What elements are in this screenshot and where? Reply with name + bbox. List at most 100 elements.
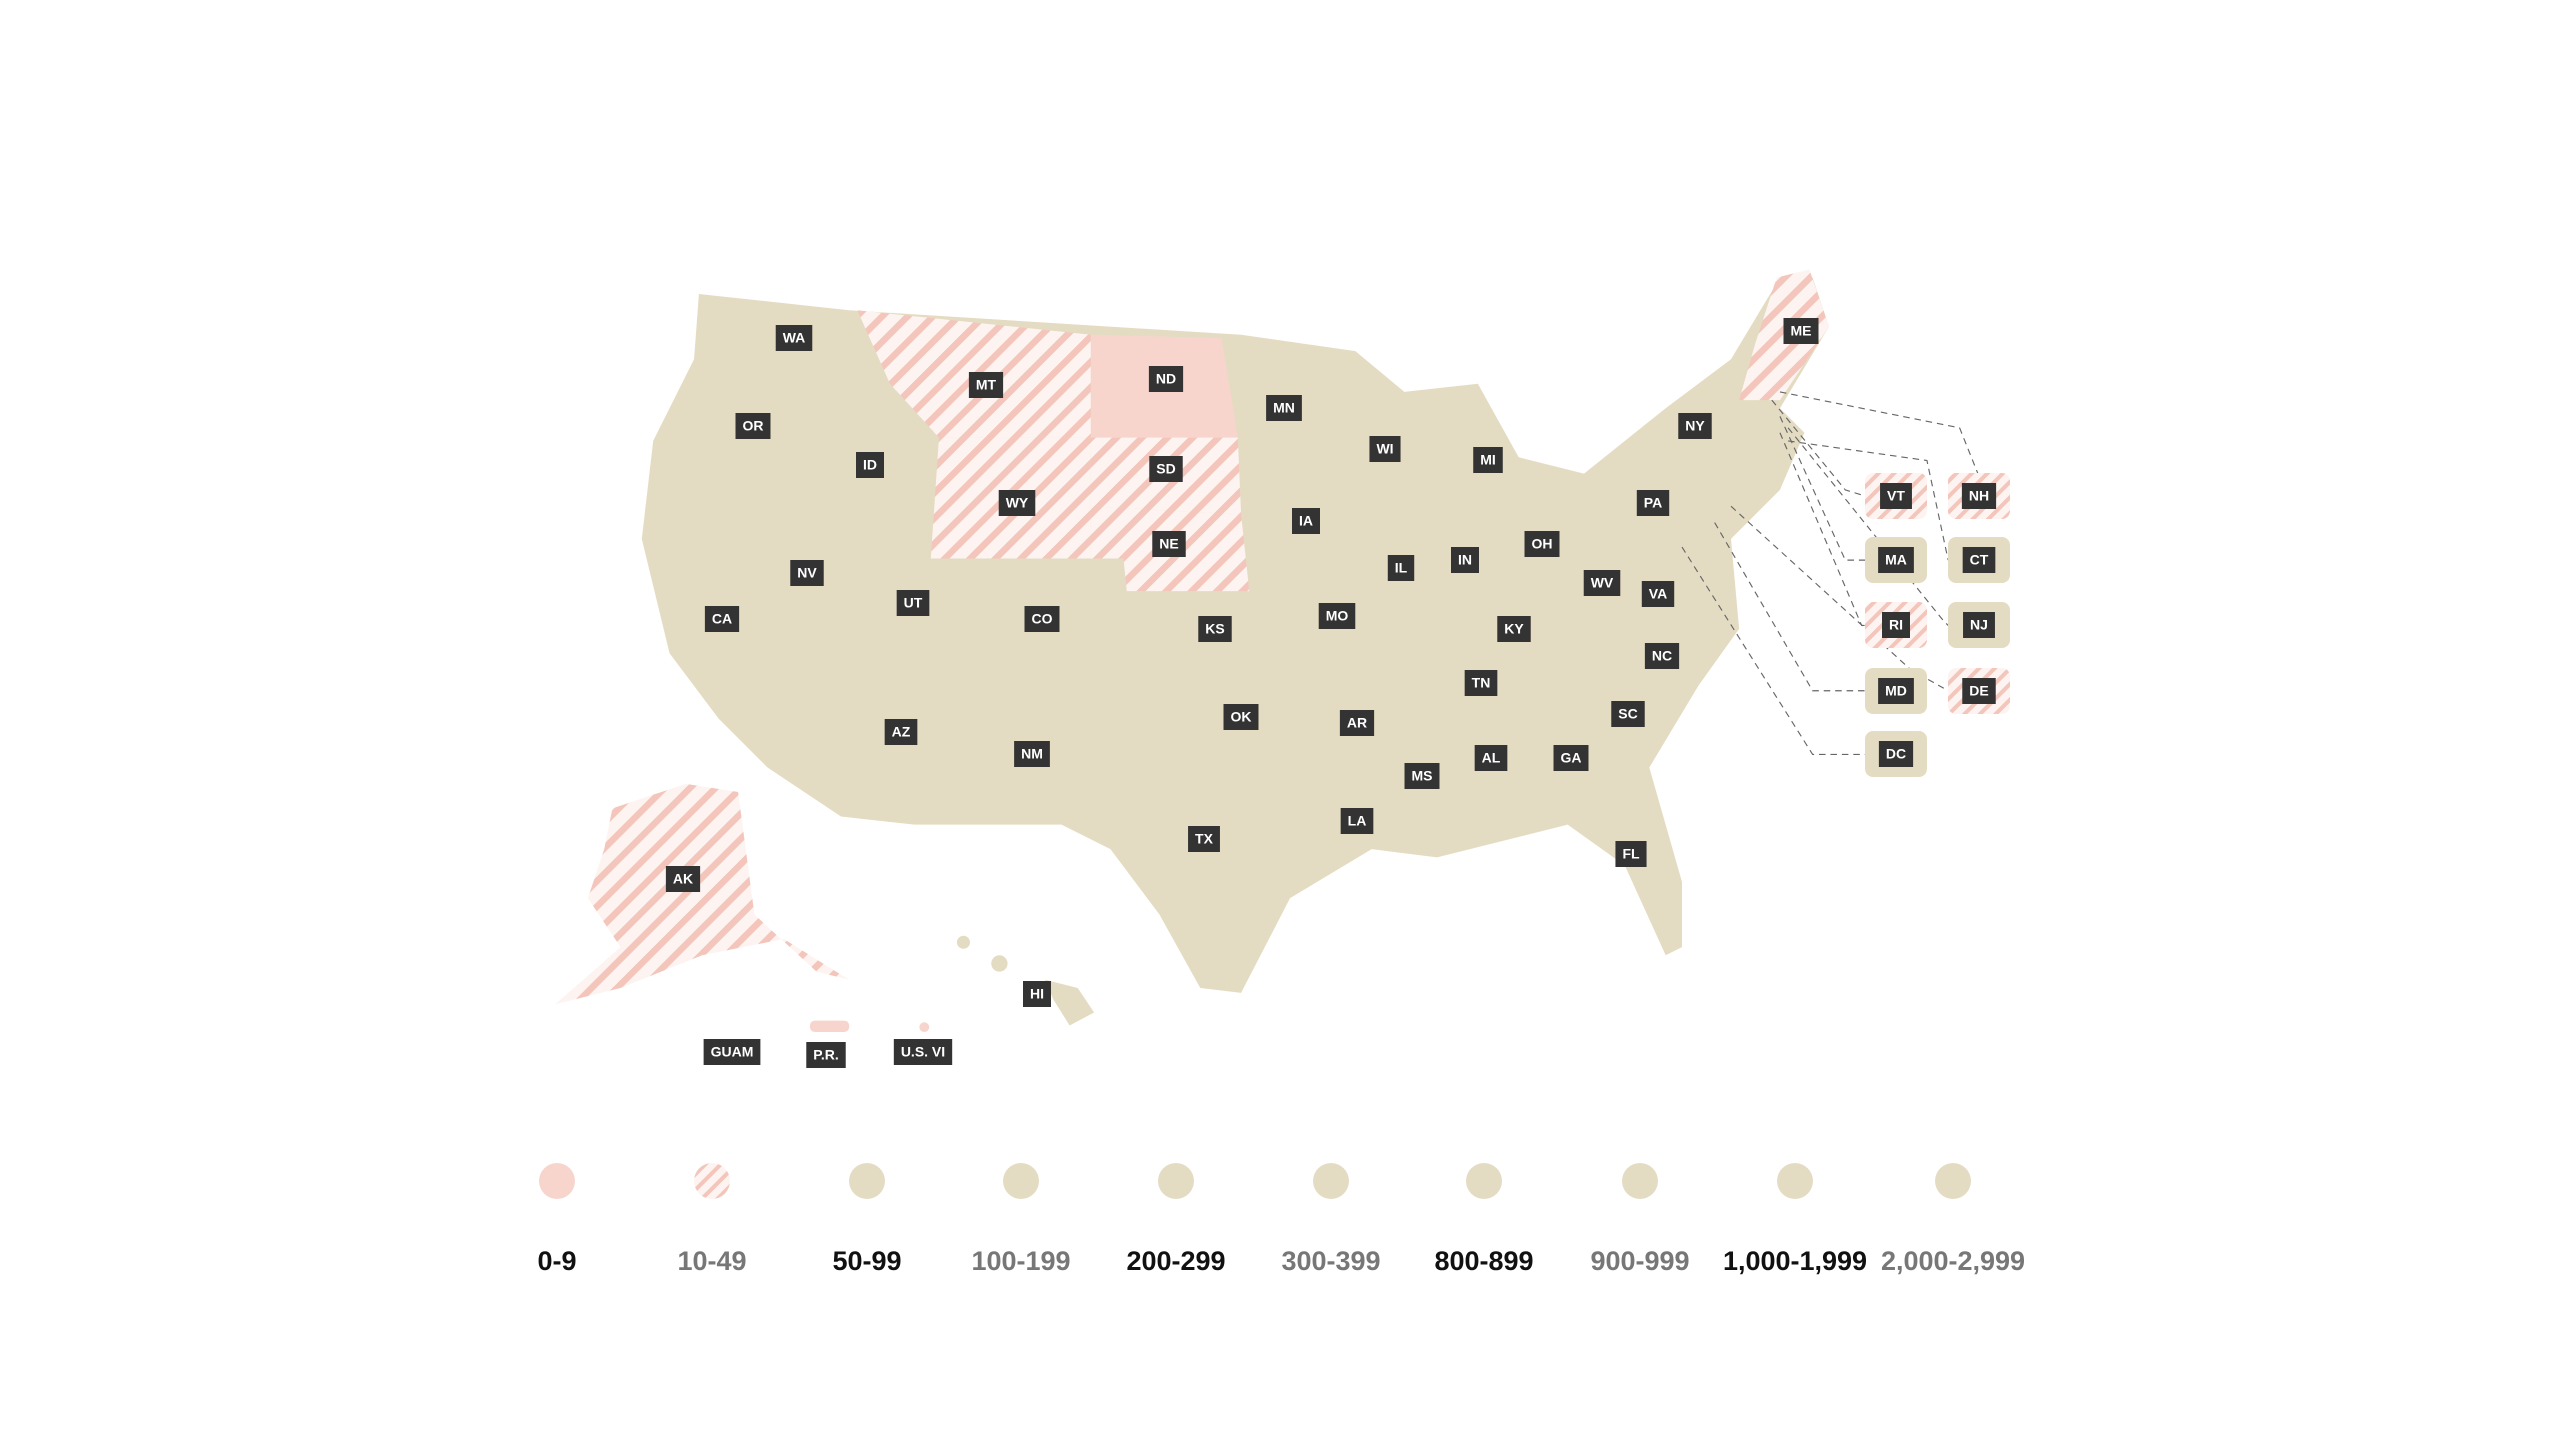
label-box (1583, 570, 1621, 596)
state-label: ID (856, 452, 884, 478)
label-box (1198, 616, 1232, 642)
state-label-text: MI (1480, 452, 1496, 468)
label-box (1369, 436, 1401, 462)
label-box (1878, 741, 1914, 767)
label-box (1024, 606, 1060, 632)
legend-label: 300-399 (1281, 1246, 1380, 1276)
legend-label: 0-9 (537, 1246, 576, 1276)
label-box (1880, 483, 1912, 509)
state-label-text: GA (1561, 750, 1582, 766)
label-box (1464, 670, 1498, 696)
state-label: IL (1387, 555, 1415, 581)
state-label-text: P.R. (813, 1047, 838, 1063)
hi-island (956, 935, 971, 949)
state-label: AL (1474, 745, 1508, 771)
label-box (1611, 701, 1645, 727)
state-label: DE (1962, 678, 1996, 704)
label-box (790, 560, 824, 586)
state-label: OR (735, 413, 771, 439)
state-label: P.R. (806, 1042, 846, 1068)
label-box (1615, 841, 1647, 867)
state-label: WI (1369, 436, 1401, 462)
state-label: IN (1451, 547, 1479, 573)
label-box (1404, 763, 1440, 789)
state-label-text: IA (1299, 513, 1313, 529)
state-label: CO (1024, 606, 1060, 632)
label-box (806, 1042, 846, 1068)
legend-swatch (694, 1163, 730, 1199)
legend-swatch (539, 1163, 575, 1199)
legend-label: 50-99 (832, 1246, 901, 1276)
state-label: WV (1583, 570, 1621, 596)
legend-swatch (1935, 1163, 1971, 1199)
state-label: OK (1223, 704, 1259, 730)
legend-label: 1,000-1,999 (1723, 1246, 1867, 1276)
label-box (1014, 741, 1050, 767)
state-label-text: DE (1969, 683, 1988, 699)
state-label: AK (665, 866, 701, 892)
state-label: TN (1464, 670, 1498, 696)
label-box (1318, 603, 1356, 629)
state-label-text: WA (783, 330, 806, 346)
label-box (893, 1039, 953, 1065)
state-label-text: GUAM (711, 1044, 754, 1060)
legend-swatch (849, 1163, 885, 1199)
state-label-text: MO (1326, 608, 1349, 624)
label-box (998, 490, 1036, 516)
state-label-text: TX (1195, 831, 1214, 847)
state-label-text: SC (1618, 706, 1637, 722)
state-label: MS (1404, 763, 1440, 789)
state-label-text: CO (1032, 611, 1053, 627)
legend-swatch (1158, 1163, 1194, 1199)
state-label-text: AL (1482, 750, 1501, 766)
state-label-text: OH (1532, 536, 1553, 552)
label-box (1882, 612, 1910, 638)
state-label-text: MD (1885, 683, 1907, 699)
state-label-text: NV (797, 565, 817, 581)
state-label: MT (968, 372, 1004, 398)
state-label-text: VT (1887, 488, 1905, 504)
state-label-text: UT (904, 595, 923, 611)
state-label-text: NE (1159, 536, 1178, 552)
map-shapes (555, 269, 1980, 1033)
state-label-text: WY (1006, 495, 1029, 511)
state-label-text: ID (863, 457, 877, 473)
state-label-text: SD (1156, 461, 1175, 477)
state-label: NJ (1963, 612, 1995, 638)
label-box (1266, 395, 1302, 421)
legend-swatch (1313, 1163, 1349, 1199)
label-box (1023, 981, 1051, 1007)
state-label: MN (1266, 395, 1302, 421)
label-box (1962, 547, 1996, 573)
state-label-text: MS (1412, 768, 1433, 784)
state-label-text: ND (1156, 371, 1176, 387)
label-box (896, 590, 930, 616)
state-label: PA (1636, 490, 1670, 516)
state-label-text: U.S. VI (901, 1044, 945, 1060)
state-label: NC (1644, 643, 1680, 669)
state-label-text: FL (1622, 846, 1640, 862)
legend-swatch (1466, 1163, 1502, 1199)
label-box (665, 866, 701, 892)
state-label: NE (1152, 531, 1186, 557)
legend-swatch (1003, 1163, 1039, 1199)
label-box (1339, 710, 1375, 736)
label-box (1553, 745, 1589, 771)
state-label: U.S. VI (893, 1039, 953, 1065)
state-label-text: RI (1889, 617, 1903, 633)
legend-label: 100-199 (971, 1246, 1070, 1276)
label-box (1641, 581, 1675, 607)
state-label: TX (1188, 826, 1220, 852)
legend-label: 800-899 (1434, 1246, 1533, 1276)
label-box (1451, 547, 1479, 573)
label-box (1223, 704, 1259, 730)
label-box (1961, 483, 1997, 509)
state-label-text: NC (1652, 648, 1672, 664)
legend-swatch (1622, 1163, 1658, 1199)
state-label: HI (1023, 981, 1051, 1007)
state-label: OH (1524, 531, 1560, 557)
state-label-text: CT (1970, 552, 1989, 568)
state-label: NV (790, 560, 824, 586)
label-box (1644, 643, 1680, 669)
